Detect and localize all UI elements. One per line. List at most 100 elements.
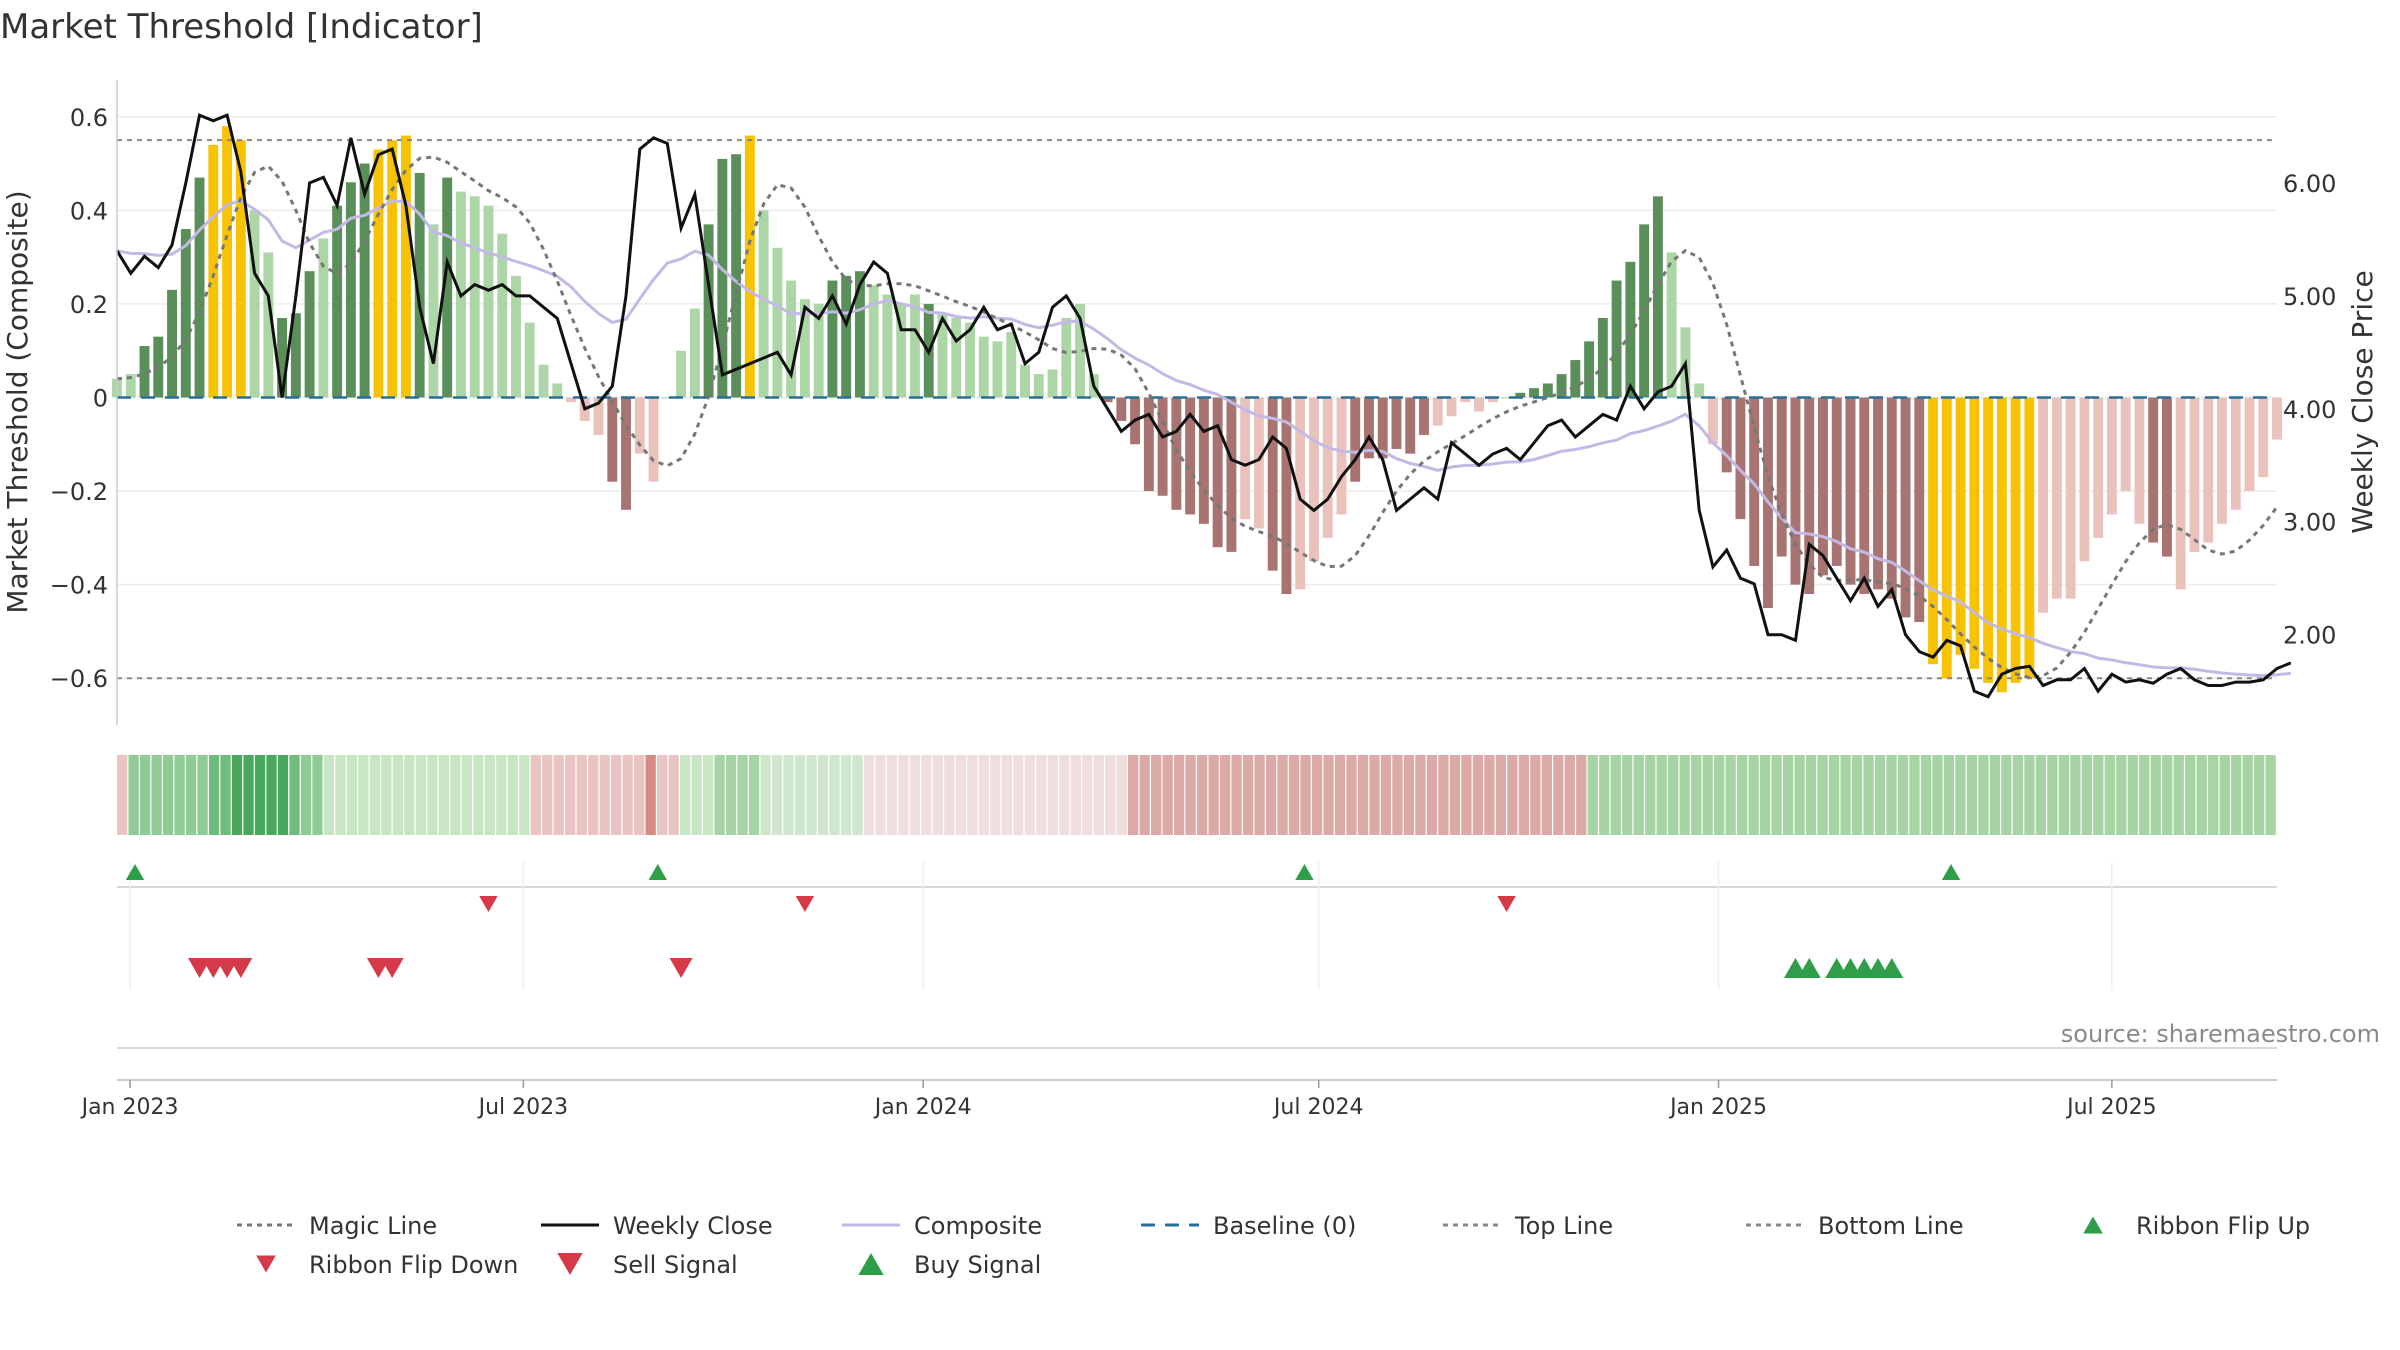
ribbon-flip-down-marker xyxy=(479,896,498,912)
ribbon-cell xyxy=(438,755,449,835)
ribbon-cell xyxy=(1415,755,1426,835)
composite-bar xyxy=(717,158,728,398)
composite-bar xyxy=(1460,397,1471,403)
legend-label: Magic Line xyxy=(309,1212,437,1240)
ribbon-cell xyxy=(1679,755,1690,835)
ribbon-cell xyxy=(553,755,564,835)
composite-bar xyxy=(744,135,755,398)
ribbon-cell xyxy=(266,755,277,835)
composite-bar xyxy=(1694,383,1705,398)
composite-bar xyxy=(910,294,920,398)
ribbon-cell xyxy=(185,755,197,835)
composite-bar xyxy=(1075,303,1086,398)
composite-bar xyxy=(1061,317,1072,398)
ribbon-cell xyxy=(197,755,208,835)
ribbon-cell xyxy=(1357,755,1369,835)
ribbon-cell xyxy=(1507,755,1518,835)
ribbon-cell xyxy=(1622,755,1633,835)
composite-bar xyxy=(662,397,673,399)
composite-bar xyxy=(1845,397,1856,585)
legend-item: Sell Signal xyxy=(557,1251,738,1279)
composite-bar xyxy=(442,177,453,398)
weekly-close-line xyxy=(115,113,2292,699)
composite-bar xyxy=(1474,397,1484,412)
composite-bar xyxy=(1776,397,1787,557)
composite-bar xyxy=(1033,374,1044,398)
ribbon-cell xyxy=(1840,755,1851,835)
buy-signal-marker xyxy=(1797,958,1821,978)
composite-bar xyxy=(689,308,700,398)
ribbon-cell xyxy=(2242,755,2253,835)
y-tick-label-right: 5.00 xyxy=(2283,283,2336,311)
ribbon-cell xyxy=(875,755,886,835)
composite-bar xyxy=(1542,383,1553,398)
composite-bar xyxy=(2272,397,2282,440)
composite-bar xyxy=(2038,397,2049,613)
ribbon-cell xyxy=(415,755,427,835)
composite-bar xyxy=(290,313,301,398)
ribbon-cell xyxy=(1380,755,1392,835)
ribbon-cell xyxy=(1794,755,1805,835)
composite-bar xyxy=(1102,397,1113,403)
y-tick-label-left: −0.4 xyxy=(50,572,108,600)
composite-bar xyxy=(2203,397,2214,543)
composite-bar xyxy=(1515,392,1526,398)
composite-bar xyxy=(978,336,989,398)
composite-bar xyxy=(524,322,535,398)
ribbon-cell xyxy=(117,755,128,835)
ribbon-cell xyxy=(1036,755,1047,835)
composite-bar xyxy=(235,140,246,398)
composite-bar xyxy=(125,374,136,398)
ribbon-cell xyxy=(1403,755,1415,835)
ribbon-cell xyxy=(496,755,507,835)
composite-bar xyxy=(786,280,797,398)
composite-bar xyxy=(2010,397,2021,683)
ribbon-cell xyxy=(1668,755,1679,835)
ribbon-cell xyxy=(484,755,495,835)
y-tick-label-right: 2.00 xyxy=(2283,622,2336,650)
ribbon-cell xyxy=(1725,755,1736,835)
ribbon-cell xyxy=(932,755,944,835)
ribbon-cell xyxy=(599,755,610,835)
ribbon-flip-up-marker xyxy=(1295,864,1314,880)
x-tick-label: Jul 2025 xyxy=(2065,1095,2157,1120)
ribbon-cell xyxy=(657,755,668,835)
ribbon-cell xyxy=(1070,755,1081,835)
composite-bar xyxy=(1707,397,1718,445)
ribbon-cell xyxy=(691,755,702,835)
composite-bar xyxy=(868,285,879,398)
composite-bar xyxy=(428,224,439,398)
ribbon-flip-down-marker xyxy=(1497,896,1516,912)
ribbon-cell xyxy=(1208,755,1219,835)
composite-bar xyxy=(1364,397,1374,459)
ribbon-cell xyxy=(1610,755,1621,835)
ribbon-cell xyxy=(1311,755,1323,835)
composite-bar xyxy=(167,289,177,398)
composite-bar xyxy=(566,397,576,403)
composite-bar xyxy=(1983,397,1994,683)
ribbon-cell xyxy=(1013,755,1024,835)
y-tick-label-left: 0.2 xyxy=(70,291,108,319)
composite-bar xyxy=(1006,332,1017,398)
ribbon-cell xyxy=(1564,755,1575,835)
ribbon-cell xyxy=(1966,755,1978,835)
composite-bar xyxy=(469,196,480,398)
ribbon-cell xyxy=(507,755,518,835)
ribbon-cell xyxy=(1197,755,1208,835)
ribbon-cell xyxy=(1139,755,1150,835)
ribbon-cell xyxy=(1495,755,1507,835)
ribbon-cell xyxy=(2104,755,2115,835)
composite-bar xyxy=(1721,397,1732,473)
y-axis-label-left: Market Threshold (Composite) xyxy=(1,190,34,613)
x-tick-label: Jan 2025 xyxy=(1668,1095,1767,1120)
ribbon-cell xyxy=(2127,755,2138,835)
ribbon-cell xyxy=(748,755,760,835)
composite-bar xyxy=(2217,397,2227,524)
ribbon-cell xyxy=(277,755,289,835)
composite-bar xyxy=(1171,397,1182,510)
composite-bar xyxy=(2106,397,2117,515)
composite-bar xyxy=(2244,397,2255,492)
ribbon-flip-up-marker xyxy=(648,864,668,880)
ribbon-cell xyxy=(1116,755,1127,835)
